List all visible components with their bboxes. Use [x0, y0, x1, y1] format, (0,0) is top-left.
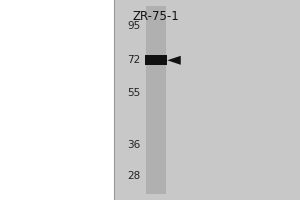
Text: 28: 28 [127, 171, 140, 181]
Text: 95: 95 [127, 21, 140, 31]
Bar [0, 0, 114, 200]
Polygon shape [167, 56, 181, 65]
Bar [146, 6, 166, 194]
Text: ZR-75-1: ZR-75-1 [133, 10, 179, 23]
Bar [114, 0, 300, 200]
Text: 55: 55 [127, 88, 140, 98]
Bar [145, 55, 167, 65]
Text: 36: 36 [127, 140, 140, 150]
Text: 72: 72 [127, 55, 140, 65]
